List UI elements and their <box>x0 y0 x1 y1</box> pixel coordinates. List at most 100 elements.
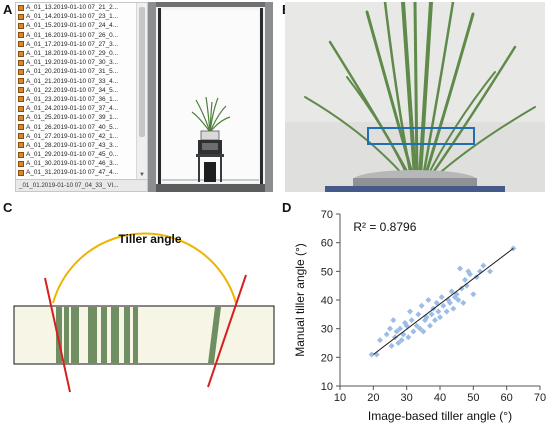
data-point <box>435 308 442 315</box>
file-name: A_01_19.2019-01-10 07_30_3... <box>26 59 119 67</box>
data-point <box>462 276 468 283</box>
file-list-item[interactable]: A_01_29.2019-01-10 07_45_0... <box>16 150 137 159</box>
file-name: A_01_28.2019-01-10 07_43_3... <box>26 141 119 149</box>
data-point <box>467 271 473 278</box>
file-list-item[interactable]: A_01_23.2019-01-10 07_36_1... <box>16 95 137 104</box>
data-point <box>410 328 417 335</box>
file-list-item[interactable]: A_01_26.2019-01-10 07_40_5... <box>16 122 137 131</box>
scrollbar-thumb[interactable] <box>139 7 145 137</box>
data-point <box>415 311 422 318</box>
file-name: A_01_14.2019-01-10 07_23_1... <box>26 13 119 21</box>
file-list-item[interactable]: A_01_22.2019-01-10 07_34_5... <box>16 86 137 95</box>
file-list-item[interactable]: A_01_14.2019-01-10 07_23_1... <box>16 12 137 21</box>
r-squared-label: R² = 0.8796 <box>353 220 416 234</box>
file-name: A_01_31.2019-01-10 07_47_4... <box>26 169 119 177</box>
y-tick-label: 30 <box>321 324 333 336</box>
data-point <box>463 282 470 289</box>
y-tick-label: 10 <box>321 381 333 393</box>
selected-file-status: _01_01.2019-01-10 07_04_33_ VI... <box>16 179 147 191</box>
panel-label-d: D <box>282 200 292 215</box>
x-tick-label: 40 <box>434 392 446 404</box>
vertical-scrollbar[interactable]: ▼ <box>136 3 147 180</box>
panel-label-a: A <box>3 2 13 17</box>
file-name: A_01_13.2019-01-10 07_21_2... <box>26 4 119 12</box>
video-file-icon <box>18 59 24 66</box>
file-list-item[interactable]: A_01_17.2019-01-10 07_27_3... <box>16 40 137 49</box>
file-list-item[interactable]: A_01_25.2019-01-10 07_39_1... <box>16 113 137 122</box>
file-name: A_01_30.2019-01-10 07_46_3... <box>26 160 119 168</box>
y-tick-label: 20 <box>321 352 333 364</box>
trend-line <box>373 248 514 355</box>
data-point <box>428 311 435 318</box>
x-tick-label: 30 <box>401 392 413 404</box>
data-point <box>447 299 453 306</box>
file-name: A_01_25.2019-01-10 07_39_1... <box>26 114 119 122</box>
data-point <box>387 325 393 332</box>
y-axis-label: Manual tiller angle (°) <box>293 243 307 357</box>
file-list-item[interactable]: A_01_31.2019-01-10 07_47_4... <box>16 168 137 177</box>
video-file-icon <box>18 96 24 103</box>
imaging-chamber-photo <box>148 2 273 192</box>
data-point <box>420 328 427 335</box>
file-list-item[interactable]: A_01_15.2019-01-10 07_24_4... <box>16 21 137 30</box>
x-tick-label: 70 <box>534 392 546 404</box>
data-point <box>398 337 405 344</box>
file-list-item[interactable]: A_01_18.2019-01-10 07_29_0... <box>16 49 137 58</box>
x-tick-label: 20 <box>367 392 379 404</box>
data-point <box>383 331 390 338</box>
data-point <box>448 288 455 295</box>
data-point <box>440 302 447 309</box>
video-file-icon <box>18 87 24 94</box>
data-point <box>388 342 395 349</box>
file-list-item[interactable]: A_01_24.2019-01-10 07_37_4... <box>16 104 137 113</box>
data-point <box>443 308 450 315</box>
data-point <box>403 322 410 329</box>
file-browser-panel: A_01_13.2019-01-10 07_21_2... A_01_14.201… <box>15 2 148 192</box>
y-tick-label: 40 <box>321 295 333 307</box>
file-name: A_01_24.2019-01-10 07_37_4... <box>26 105 119 113</box>
chart-points <box>368 245 517 358</box>
data-point <box>407 308 413 315</box>
data-point <box>480 262 487 269</box>
x-axis-label: Image-based tiller angle (°) <box>368 409 512 423</box>
data-point <box>460 299 467 306</box>
file-list-item[interactable]: A_01_30.2019-01-10 07_46_3... <box>16 159 137 168</box>
file-list-item[interactable]: A_01_20.2019-01-10 07_31_5... <box>16 67 137 76</box>
file-name: A_01_22.2019-01-10 07_34_5... <box>26 86 119 94</box>
video-file-icon <box>18 4 24 11</box>
file-list-item[interactable]: A_01_13.2019-01-10 07_21_2... <box>16 3 137 12</box>
data-point <box>418 302 425 309</box>
file-name: A_01_23.2019-01-10 07_36_1... <box>26 95 119 103</box>
data-point <box>477 268 483 275</box>
data-point <box>413 322 420 329</box>
y-tick-label: 60 <box>321 238 333 250</box>
file-list-item[interactable]: A_01_16.2019-01-10 07_26_0... <box>16 31 137 40</box>
tiller-angle-title: Tiller angle <box>118 232 182 246</box>
y-tick-label: 70 <box>321 209 333 221</box>
file-name: A_01_27.2019-01-10 07_42_1... <box>26 132 119 140</box>
video-file-icon <box>18 78 24 85</box>
file-list-item[interactable]: A_01_27.2019-01-10 07_42_1... <box>16 132 137 141</box>
chart-axes <box>336 213 541 390</box>
data-point <box>408 317 415 324</box>
video-file-icon <box>18 50 24 57</box>
data-point <box>422 317 428 324</box>
data-point <box>427 322 433 329</box>
file-list: A_01_13.2019-01-10 07_21_2... A_01_14.201… <box>16 3 137 180</box>
video-file-icon <box>18 32 24 39</box>
video-file-icon <box>18 151 24 158</box>
video-file-icon <box>18 124 24 131</box>
scatter-chart: 10 20 30 40 50 60 70 10 20 30 40 50 60 70 R² = 0.8796 I… <box>293 209 546 423</box>
video-file-icon <box>18 169 24 176</box>
file-list-item[interactable]: A_01_28.2019-01-10 07_43_3... <box>16 141 137 150</box>
video-file-icon <box>18 105 24 112</box>
x-tick-label: 50 <box>467 392 479 404</box>
data-point <box>455 297 462 303</box>
file-name: A_01_21.2019-01-10 07_33_4... <box>26 77 119 85</box>
file-name: A_01_26.2019-01-10 07_40_5... <box>26 123 119 131</box>
data-point <box>432 317 438 324</box>
file-list-item[interactable]: A_01_19.2019-01-10 07_30_3... <box>16 58 137 67</box>
file-name: A_01_29.2019-01-10 07_45_0... <box>26 151 119 159</box>
file-list-item[interactable]: A_01_21.2019-01-10 07_33_4... <box>16 77 137 86</box>
scroll-down-arrow-icon[interactable]: ▼ <box>139 172 145 178</box>
